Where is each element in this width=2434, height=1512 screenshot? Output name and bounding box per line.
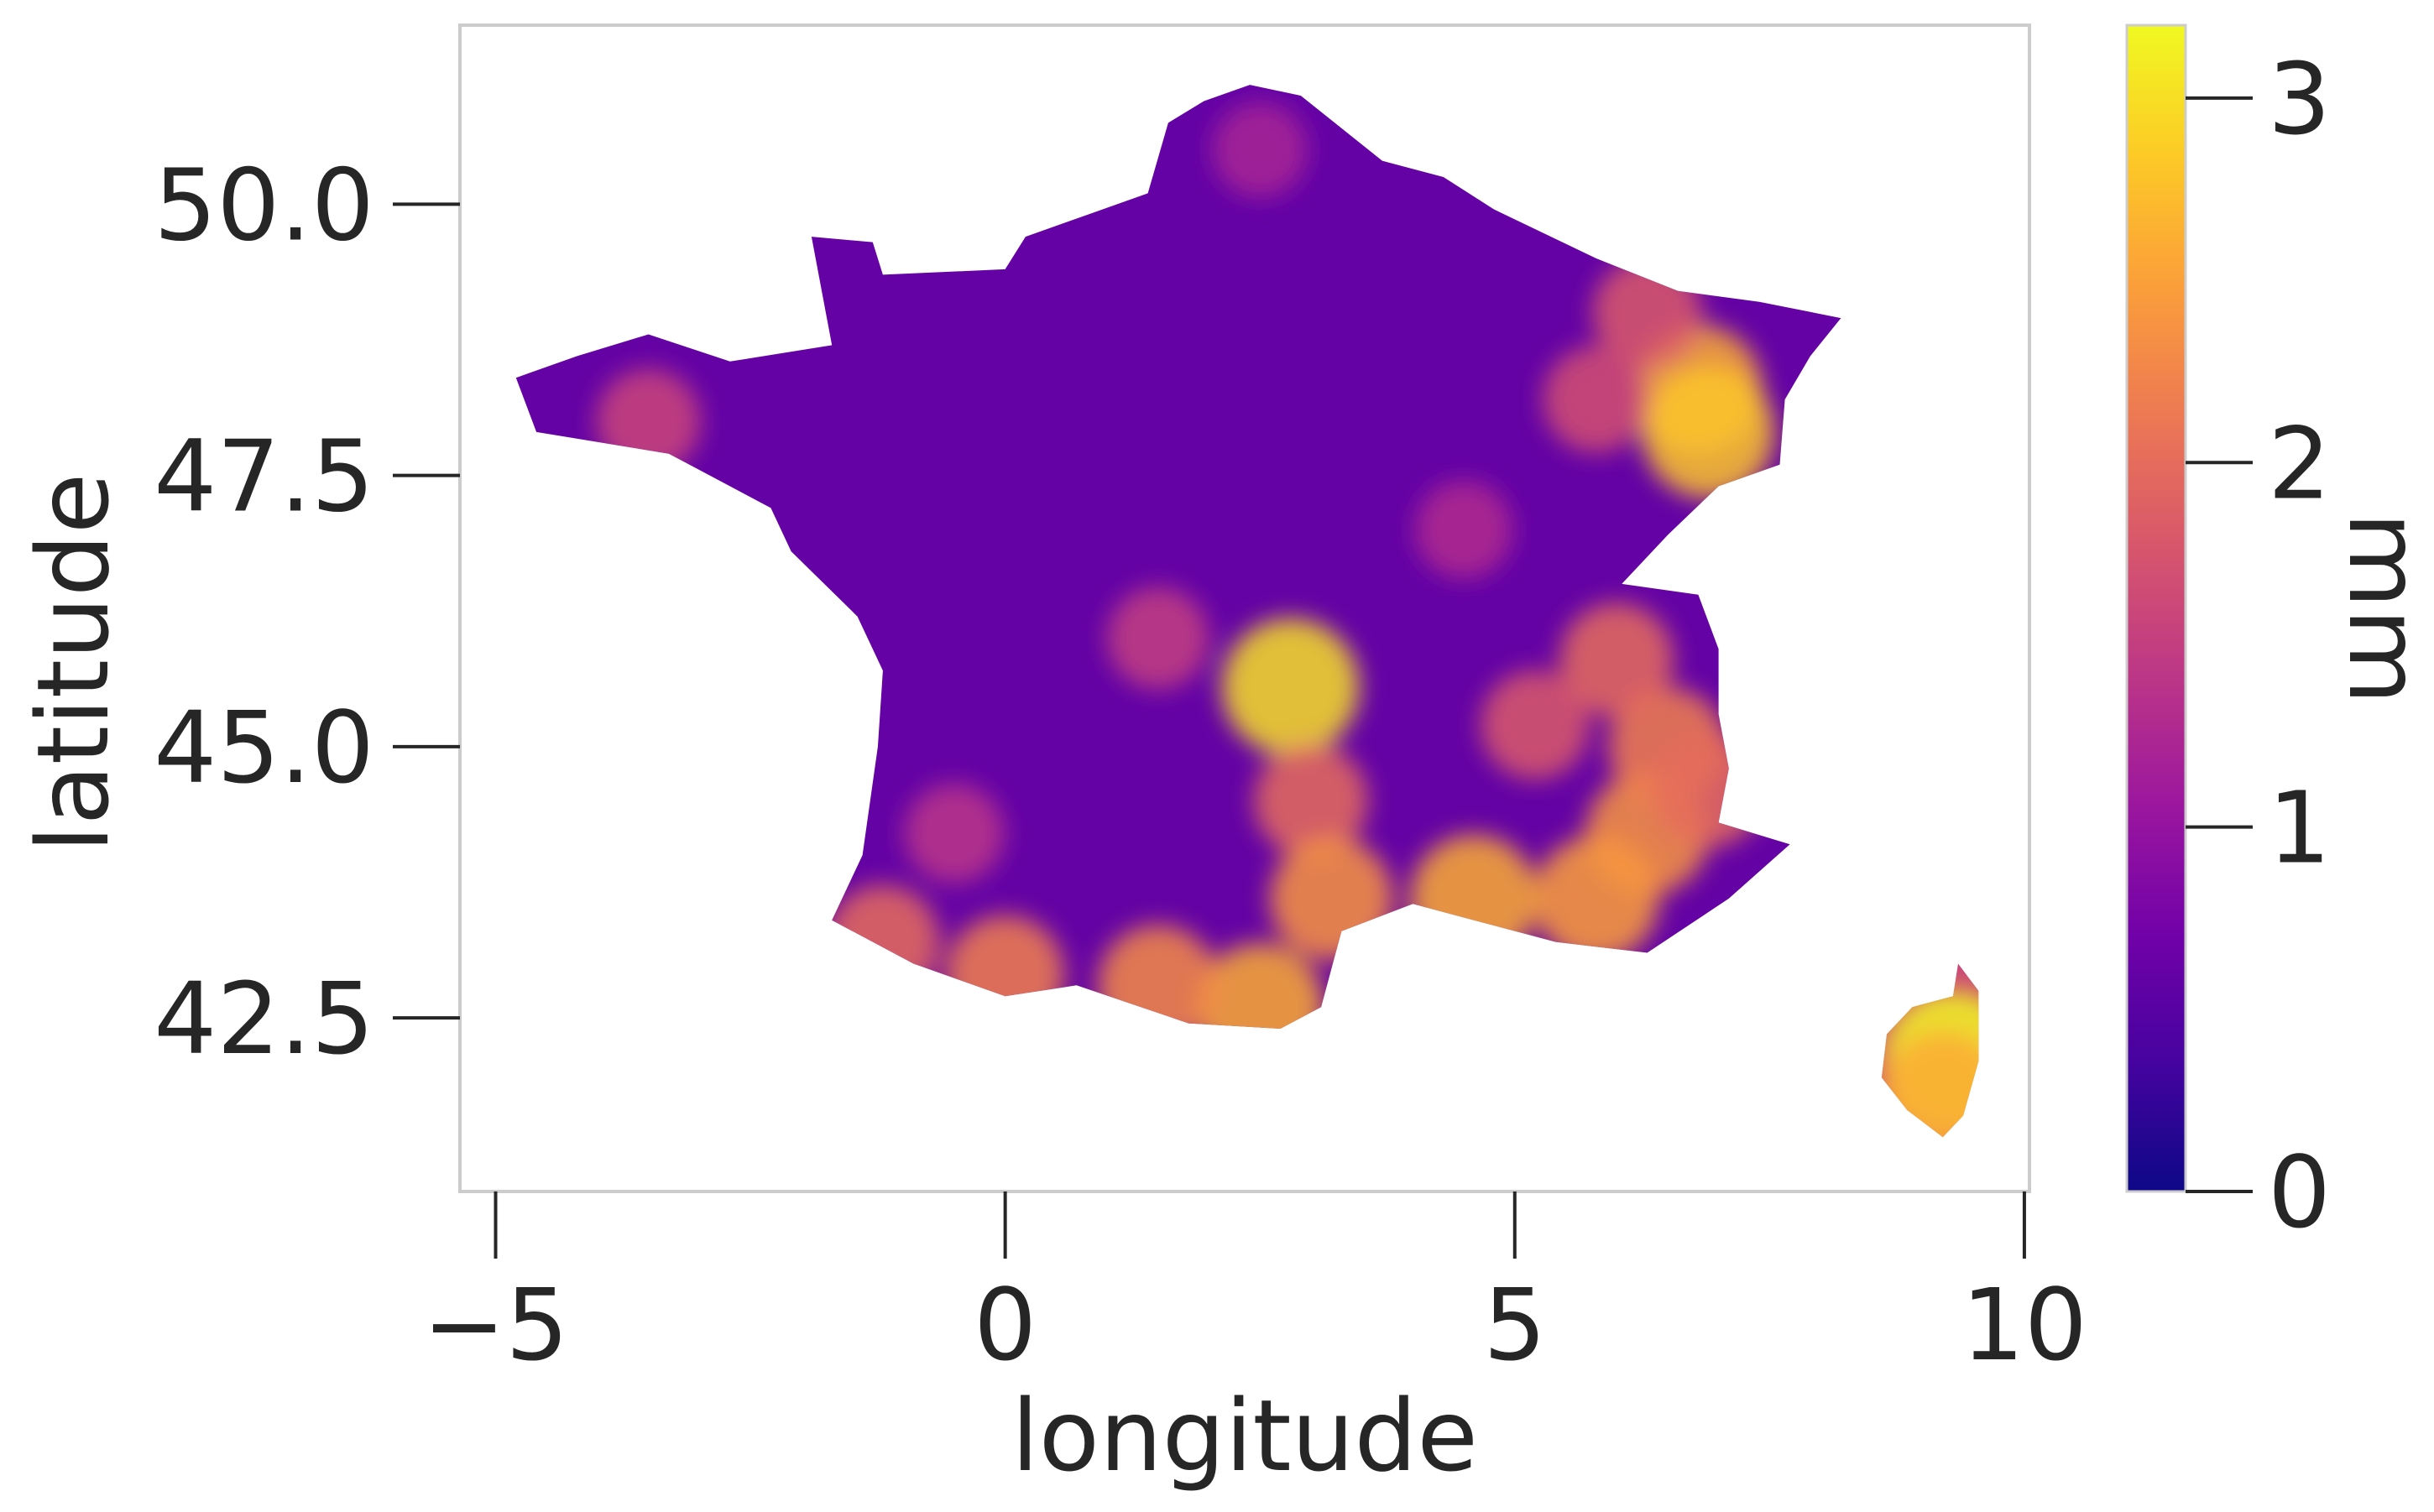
x-axis: −5 0 5 10 — [423, 1191, 2087, 1383]
y-tick-label: 50.0 — [154, 147, 374, 263]
hotspot — [1414, 481, 1513, 579]
y-tick-label: 42.5 — [154, 961, 374, 1077]
colorbar-axis: 0 1 2 3 — [2186, 41, 2331, 1250]
x-tick-label: 0 — [974, 1267, 1037, 1383]
x-tick-label: 5 — [1483, 1267, 1546, 1383]
hotspot — [1221, 618, 1360, 756]
y-axis-label: latitude — [15, 473, 131, 853]
hotspot — [1212, 102, 1308, 198]
hotspot — [1253, 743, 1368, 858]
colorbar-label: mm — [2327, 512, 2434, 705]
hotspot — [1642, 365, 1775, 499]
heatmap-regions — [515, 85, 1979, 1138]
x-tick-label: −5 — [423, 1267, 569, 1383]
x-tick-label: 10 — [1961, 1267, 2087, 1383]
region-mainland-france — [515, 85, 1841, 1030]
y-axis: 42.5 45.0 47.5 50.0 — [154, 147, 460, 1077]
colorbar-tick-label: 3 — [2268, 41, 2331, 157]
colorbar-tick-label: 1 — [2268, 770, 2331, 886]
hotspots-mainland-france — [596, 102, 1775, 1030]
hotspot — [904, 783, 1005, 884]
hotspot — [1559, 602, 1674, 717]
colorbar-tick-label: 0 — [2268, 1134, 2331, 1250]
hotspot — [1543, 346, 1650, 453]
colorbar-tick-label: 2 — [2268, 405, 2331, 521]
y-tick-label: 47.5 — [154, 419, 374, 534]
hotspot — [1195, 942, 1324, 1030]
colorbar — [2125, 23, 2187, 1193]
x-axis-label: longitude — [1011, 1378, 1478, 1494]
hotspot — [1480, 670, 1590, 780]
hotspot — [1106, 587, 1209, 690]
y-tick-label: 45.0 — [154, 690, 374, 806]
